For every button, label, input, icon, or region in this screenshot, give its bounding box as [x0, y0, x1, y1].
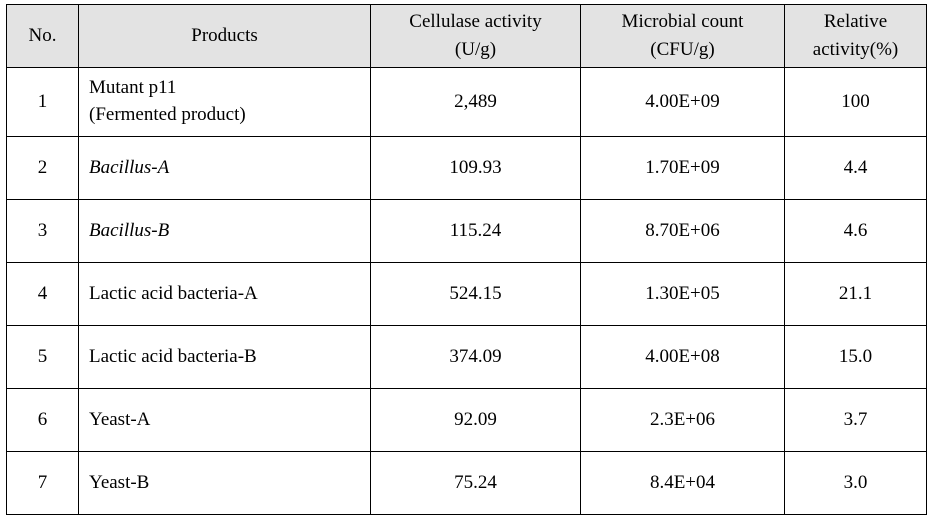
product-line1: Lactic acid bacteria-B	[89, 346, 257, 367]
table-header-row: No. Products Cellulase activity (U/g) Mi…	[7, 5, 927, 68]
col-microbial-l2: (CFU/g)	[650, 39, 714, 60]
col-microbial: Microbial count (CFU/g)	[581, 5, 785, 68]
cell-microbial: 8.4E+04	[581, 452, 785, 515]
col-relative: Relative activity(%)	[785, 5, 927, 68]
cell-cellulase: 109.93	[371, 137, 581, 200]
cell-relative: 4.4	[785, 137, 927, 200]
col-no: No.	[7, 5, 79, 68]
cell-microbial: 1.70E+09	[581, 137, 785, 200]
product-line1: Mutant p11	[89, 77, 176, 98]
cell-no: 1	[7, 68, 79, 137]
cell-relative: 15.0	[785, 326, 927, 389]
cell-relative: 4.6	[785, 200, 927, 263]
table-row: 2 Bacillus-A 109.93 1.70E+09 4.4	[7, 137, 927, 200]
cell-relative: 100	[785, 68, 927, 137]
product-line1: Lactic acid bacteria-A	[89, 283, 258, 304]
cell-product: Lactic acid bacteria-A	[79, 263, 371, 326]
cell-microbial: 2.3E+06	[581, 389, 785, 452]
cell-no: 5	[7, 326, 79, 389]
col-products: Products	[79, 5, 371, 68]
cell-cellulase: 2,489	[371, 68, 581, 137]
cell-microbial: 4.00E+09	[581, 68, 785, 137]
cell-relative: 3.0	[785, 452, 927, 515]
table-row: 4 Lactic acid bacteria-A 524.15 1.30E+05…	[7, 263, 927, 326]
table-row: 7 Yeast-B 75.24 8.4E+04 3.0	[7, 452, 927, 515]
table-row: 1 Mutant p11 (Fermented product) 2,489 4…	[7, 68, 927, 137]
col-cellulase-l1: Cellulase activity	[409, 11, 541, 32]
cell-relative: 3.7	[785, 389, 927, 452]
cell-microbial: 4.00E+08	[581, 326, 785, 389]
col-cellulase: Cellulase activity (U/g)	[371, 5, 581, 68]
table-body: 1 Mutant p11 (Fermented product) 2,489 4…	[7, 68, 927, 515]
cell-cellulase: 374.09	[371, 326, 581, 389]
table-row: 6 Yeast-A 92.09 2.3E+06 3.7	[7, 389, 927, 452]
cell-no: 4	[7, 263, 79, 326]
product-line2: (Fermented product)	[89, 104, 246, 125]
cell-no: 3	[7, 200, 79, 263]
cell-no: 2	[7, 137, 79, 200]
col-relative-l2: activity(%)	[813, 39, 898, 60]
cell-product: Yeast-A	[79, 389, 371, 452]
col-relative-l1: Relative	[824, 11, 887, 32]
products-table: No. Products Cellulase activity (U/g) Mi…	[6, 4, 927, 515]
cell-cellulase: 524.15	[371, 263, 581, 326]
cell-product: Lactic acid bacteria-B	[79, 326, 371, 389]
table-row: 3 Bacillus-B 115.24 8.70E+06 4.6	[7, 200, 927, 263]
cell-product: Mutant p11 (Fermented product)	[79, 68, 371, 137]
product-line1: Bacillus-A	[89, 157, 169, 178]
cell-product: Bacillus-B	[79, 200, 371, 263]
product-line1: Yeast-B	[89, 472, 149, 493]
cell-no: 7	[7, 452, 79, 515]
col-cellulase-l2: (U/g)	[455, 39, 496, 60]
cell-microbial: 1.30E+05	[581, 263, 785, 326]
product-line1: Yeast-A	[89, 409, 150, 430]
cell-microbial: 8.70E+06	[581, 200, 785, 263]
cell-cellulase: 115.24	[371, 200, 581, 263]
cell-product: Yeast-B	[79, 452, 371, 515]
table-row: 5 Lactic acid bacteria-B 374.09 4.00E+08…	[7, 326, 927, 389]
cell-no: 6	[7, 389, 79, 452]
cell-cellulase: 92.09	[371, 389, 581, 452]
cell-cellulase: 75.24	[371, 452, 581, 515]
product-line1: Bacillus-B	[89, 220, 169, 241]
col-microbial-l1: Microbial count	[622, 11, 744, 32]
cell-relative: 21.1	[785, 263, 927, 326]
cell-product: Bacillus-A	[79, 137, 371, 200]
